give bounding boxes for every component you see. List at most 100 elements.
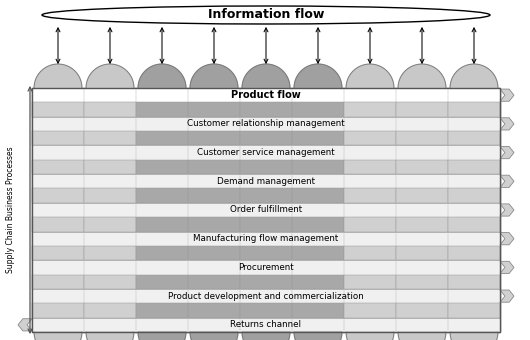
Polygon shape (86, 64, 134, 88)
Bar (344, 188, 396, 203)
Bar (32, 246, 84, 260)
Bar (292, 102, 344, 117)
Bar (396, 275, 448, 289)
Bar (240, 188, 292, 203)
Text: Supply Chain Business Processes: Supply Chain Business Processes (6, 147, 15, 273)
Bar (136, 131, 188, 146)
Bar (136, 275, 188, 289)
Polygon shape (500, 118, 514, 130)
Bar (396, 188, 448, 203)
Text: Returns channel: Returns channel (231, 320, 302, 329)
Bar (240, 102, 292, 117)
Bar (84, 160, 136, 174)
Bar (136, 188, 188, 203)
Bar (188, 131, 240, 146)
Text: Tier 2
Supplier: Tier 2 Supplier (43, 72, 73, 85)
Bar (344, 217, 396, 232)
Polygon shape (242, 332, 290, 340)
Bar (188, 275, 240, 289)
Polygon shape (500, 89, 514, 101)
Bar (32, 260, 500, 275)
Polygon shape (34, 332, 82, 340)
Polygon shape (18, 319, 32, 331)
Polygon shape (190, 332, 238, 340)
Bar (136, 160, 188, 174)
Polygon shape (398, 64, 446, 88)
Bar (188, 303, 240, 318)
Text: Customer: Customer (457, 72, 491, 78)
Polygon shape (500, 290, 514, 302)
Bar (448, 275, 500, 289)
Bar (84, 217, 136, 232)
Bar (188, 102, 240, 117)
Bar (344, 160, 396, 174)
Bar (136, 303, 188, 318)
Bar (136, 246, 188, 260)
Bar (32, 146, 500, 160)
Bar (32, 117, 500, 131)
Bar (240, 246, 292, 260)
Bar (32, 203, 500, 217)
Polygon shape (500, 204, 514, 216)
Bar (448, 303, 500, 318)
Bar (396, 131, 448, 146)
Polygon shape (138, 64, 186, 88)
Bar (84, 102, 136, 117)
Polygon shape (500, 147, 514, 159)
Bar (32, 289, 500, 303)
Polygon shape (294, 332, 342, 340)
Bar (136, 102, 188, 117)
Bar (188, 246, 240, 260)
Text: Product flow: Product flow (231, 90, 301, 100)
Text: Production: Production (248, 72, 285, 78)
Polygon shape (138, 332, 186, 340)
Bar (396, 217, 448, 232)
Bar (84, 188, 136, 203)
Bar (240, 275, 292, 289)
Polygon shape (346, 64, 394, 88)
Text: Customer relationship management: Customer relationship management (187, 119, 345, 129)
Bar (32, 232, 500, 246)
Polygon shape (450, 332, 498, 340)
Bar (292, 303, 344, 318)
Polygon shape (500, 175, 514, 187)
Polygon shape (500, 261, 514, 273)
Polygon shape (34, 64, 82, 88)
Bar (240, 131, 292, 146)
Text: Purchasing: Purchasing (143, 72, 181, 78)
Bar (448, 131, 500, 146)
Polygon shape (242, 64, 290, 88)
Bar (188, 217, 240, 232)
Bar (240, 303, 292, 318)
Bar (84, 131, 136, 146)
Bar (344, 102, 396, 117)
Bar (292, 217, 344, 232)
Bar (292, 131, 344, 146)
Bar (396, 303, 448, 318)
Bar (136, 217, 188, 232)
Polygon shape (500, 233, 514, 245)
Bar (292, 275, 344, 289)
Bar (84, 303, 136, 318)
Bar (448, 188, 500, 203)
Bar (32, 188, 84, 203)
Text: Materials
Management: Materials Management (191, 72, 237, 85)
Bar (448, 160, 500, 174)
Polygon shape (450, 64, 498, 88)
Bar (448, 217, 500, 232)
Polygon shape (346, 332, 394, 340)
Text: Demand management: Demand management (217, 177, 315, 186)
Bar (240, 160, 292, 174)
Bar (292, 188, 344, 203)
Bar (32, 102, 84, 117)
Bar (344, 303, 396, 318)
Bar (84, 275, 136, 289)
Bar (32, 217, 84, 232)
Bar (344, 246, 396, 260)
Bar (32, 160, 84, 174)
Text: Physical
Distribution: Physical Distribution (297, 72, 339, 85)
Ellipse shape (42, 6, 490, 24)
Text: Manufacturing flow management: Manufacturing flow management (193, 234, 339, 243)
Text: Marketing
& Sales: Marketing & Sales (352, 72, 387, 85)
Text: Procurement: Procurement (238, 263, 294, 272)
